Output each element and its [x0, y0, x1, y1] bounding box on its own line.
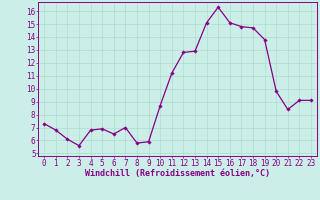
X-axis label: Windchill (Refroidissement éolien,°C): Windchill (Refroidissement éolien,°C)	[85, 169, 270, 178]
